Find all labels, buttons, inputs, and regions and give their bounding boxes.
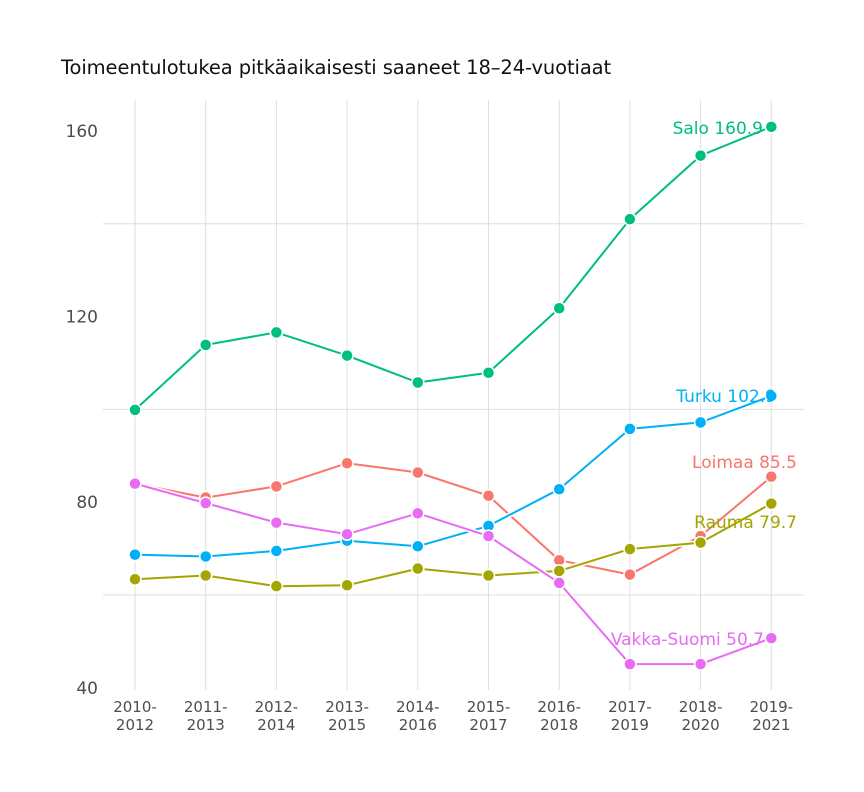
data-point[interactable] [764,469,779,484]
series-vakka-suomi [128,476,779,671]
data-point[interactable] [764,496,779,511]
series-end-label: Loimaa 85.5 [692,453,797,473]
data-point[interactable] [764,120,779,134]
x-tick-label: 2013- [325,698,369,716]
x-tick-label: 2016 [399,716,437,734]
series-turku [128,389,779,564]
data-point[interactable] [411,561,425,576]
x-tick-label: 2021 [752,716,790,734]
series-salo [128,120,779,417]
data-point[interactable] [552,576,566,590]
series-end-label: Turku 102.9 [675,387,776,407]
data-point[interactable] [411,506,425,521]
data-point[interactable] [764,389,779,403]
data-point[interactable] [128,547,142,562]
data-point[interactable] [764,631,779,645]
data-point[interactable] [340,456,354,470]
series-end-label: Vakka-Suomi 50.7 [611,630,764,650]
series-rauma [128,496,779,593]
x-tick-label: 2016- [537,698,581,716]
x-tick-label: 2012 [116,716,154,734]
series-line [134,125,772,411]
x-tick-label: 2020 [682,716,720,734]
data-point[interactable] [340,527,354,541]
data-point[interactable] [411,375,425,390]
data-point[interactable] [623,657,637,671]
data-point[interactable] [411,465,425,480]
data-point[interactable] [198,568,213,583]
data-point[interactable] [340,348,354,363]
series-line [134,502,772,588]
data-point[interactable] [269,479,284,494]
y-tick-label: 160 [66,122,98,142]
data-point[interactable] [481,488,496,503]
y-tick-label: 80 [76,493,98,513]
data-point[interactable] [693,148,708,163]
data-point[interactable] [552,482,566,496]
y-tick-label: 120 [66,308,98,328]
x-tick-label: 2019- [750,698,794,716]
data-point[interactable] [481,529,496,543]
data-point[interactable] [552,301,566,315]
data-point[interactable] [128,572,142,586]
x-tick-label: 2013 [187,716,225,734]
data-point[interactable] [481,365,496,380]
data-point[interactable] [269,579,284,593]
data-point[interactable] [269,544,284,558]
data-point[interactable] [198,549,213,564]
data-point[interactable] [128,476,142,491]
data-point[interactable] [623,422,637,436]
series-lines [128,120,779,671]
x-tick-label: 2014- [396,698,440,716]
x-tick-label: 2017 [469,716,507,734]
data-point[interactable] [693,415,708,430]
data-point[interactable] [269,325,284,340]
x-axis-ticks: 2010-2012 2011-2013 2012-2014 2013-2015 2014… [113,698,793,734]
x-tick-label: 2011- [184,698,228,716]
series-end-labels: Loimaa 85.5 Rauma 79.7 Salo 160.9 Turku 102… [611,119,797,650]
data-point[interactable] [623,212,637,226]
data-point[interactable] [128,403,142,417]
series-line [134,462,772,576]
series-loimaa [128,456,779,582]
series-end-label: Rauma 79.7 [694,513,797,533]
x-tick-label: 2015 [328,716,366,734]
data-point[interactable] [411,539,425,554]
data-point[interactable] [198,496,213,510]
series-line [134,394,772,558]
data-point[interactable] [693,535,708,550]
x-tick-label: 2018- [679,698,723,716]
series-end-label: Salo 160.9 [673,119,763,139]
y-tick-label: 40 [76,679,98,699]
data-point[interactable] [481,568,496,583]
x-tick-label: 2012- [255,698,299,716]
data-point[interactable] [340,578,354,593]
data-point[interactable] [623,542,637,556]
data-point[interactable] [198,338,213,352]
data-point[interactable] [623,567,637,582]
x-tick-label: 2014 [257,716,295,734]
x-tick-label: 2017- [608,698,652,716]
x-tick-label: 2019 [611,716,649,734]
data-point[interactable] [552,564,566,578]
x-tick-label: 2015- [467,698,511,716]
series-line [134,482,772,666]
x-tick-label: 2010- [113,698,157,716]
y-axis-ticks: 40 80 120 160 [66,122,98,699]
data-point[interactable] [693,657,708,671]
data-point[interactable] [269,515,284,530]
chart-title: Toimeentulotukea pitkäaikaisesti saaneet… [61,56,612,79]
x-tick-label: 2018 [540,716,578,734]
